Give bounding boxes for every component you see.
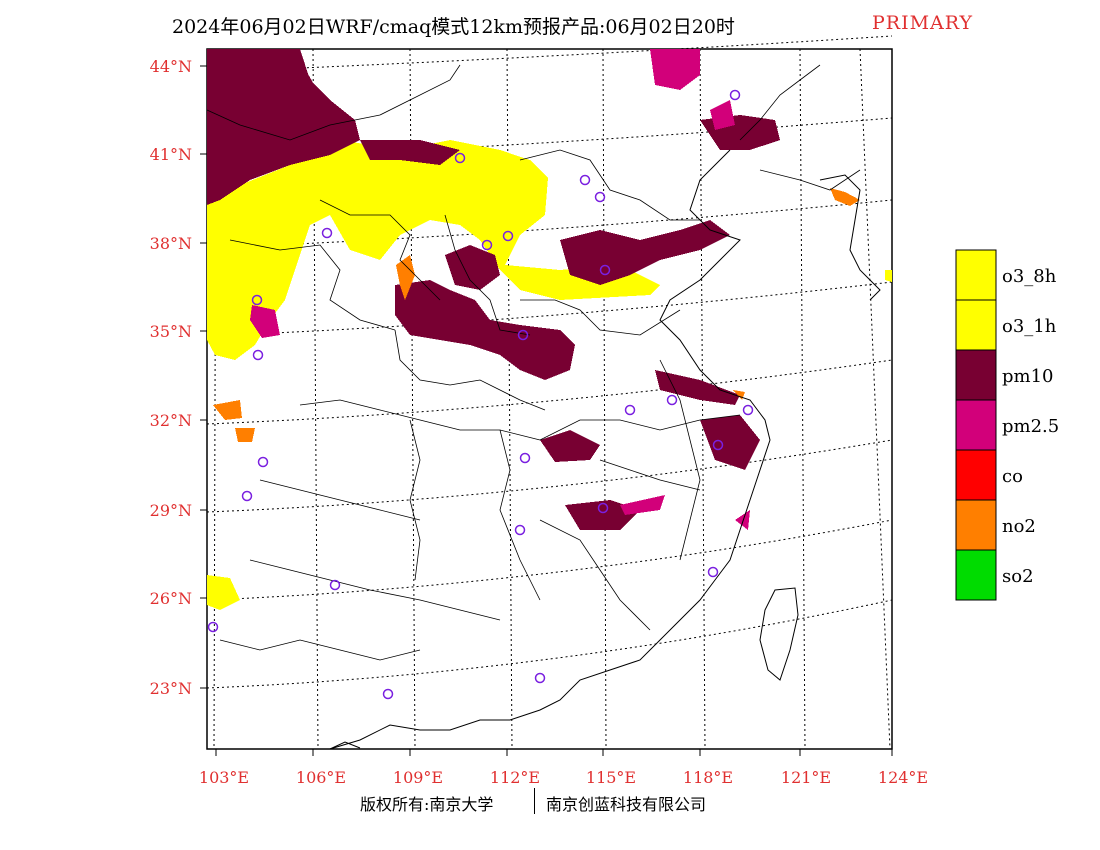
lon-label: 115°E bbox=[586, 768, 636, 787]
station-marker bbox=[594, 191, 606, 203]
station-marker bbox=[241, 490, 253, 502]
map-product-tag: PRIMARY bbox=[872, 12, 974, 34]
pm10-shandong bbox=[655, 370, 740, 405]
map-title: 2024年06月02日WRF/cmaq模式12km预报产品:06月02日20时 bbox=[172, 16, 735, 38]
lat-label: 38°N bbox=[150, 234, 192, 253]
station-marker bbox=[579, 174, 591, 186]
legend-label-o3-1h: o3_1h bbox=[1002, 316, 1057, 337]
legend-swatch-pm10 bbox=[955, 349, 997, 401]
station-marker bbox=[666, 394, 678, 406]
longitude-labels: 103°E 106°E 109°E 112°E 115°E 118°E 121°… bbox=[199, 768, 928, 787]
pm10-hebei bbox=[560, 220, 730, 285]
legend-label-co: co bbox=[1002, 466, 1023, 487]
coastline bbox=[329, 149, 881, 750]
legend-swatch-pm25 bbox=[955, 399, 997, 451]
station-marker bbox=[252, 349, 264, 361]
legend-label-no2: no2 bbox=[1002, 516, 1036, 537]
pm25-bohai bbox=[710, 100, 735, 130]
station-marker bbox=[257, 456, 269, 468]
no2-ningxia bbox=[396, 255, 415, 300]
o3-field-south bbox=[207, 575, 240, 610]
legend-swatch-o3-8h bbox=[955, 249, 997, 301]
pollution-fields bbox=[207, 49, 892, 610]
lat-label: 44°N bbox=[150, 57, 192, 76]
pm10-north bbox=[260, 60, 320, 100]
station-marker bbox=[382, 688, 394, 700]
taiwan-outline bbox=[759, 587, 799, 681]
lon-label: 103°E bbox=[199, 768, 249, 787]
pm10-hubei bbox=[540, 430, 600, 462]
legend-swatch-so2 bbox=[955, 549, 997, 601]
station-marker bbox=[502, 230, 514, 242]
legend-swatch-no2 bbox=[955, 499, 997, 551]
station-marker bbox=[534, 672, 546, 684]
station-marker bbox=[517, 329, 529, 341]
pm25-sichuan bbox=[250, 305, 280, 338]
footer-divider bbox=[534, 788, 535, 814]
lon-label: 112°E bbox=[490, 768, 540, 787]
station-marker bbox=[481, 239, 493, 251]
lon-label: 106°E bbox=[296, 768, 346, 787]
pm25-jiangxi bbox=[620, 495, 665, 515]
lon-label: 124°E bbox=[878, 768, 928, 787]
legend-label-so2: so2 bbox=[1002, 566, 1034, 587]
pm25-shanghai bbox=[735, 510, 750, 530]
pm25-northeast bbox=[650, 49, 700, 90]
latitude-labels: 44°N 41°N 38°N 35°N 32°N 29°N 26°N 23°N bbox=[150, 57, 192, 698]
station-marker bbox=[712, 439, 724, 451]
legend-swatch-co bbox=[955, 449, 997, 501]
lat-label: 32°N bbox=[150, 411, 192, 430]
o3-field-east bbox=[885, 270, 892, 282]
station-marker bbox=[597, 502, 609, 514]
pm10-shanxi bbox=[395, 280, 575, 380]
lon-label: 109°E bbox=[393, 768, 443, 787]
lon-label: 118°E bbox=[683, 768, 733, 787]
legend-label-pm25: pm2.5 bbox=[1002, 416, 1059, 437]
legend-label-pm10: pm10 bbox=[1002, 366, 1054, 387]
footer-company: 南京创蓝科技有限公司 bbox=[546, 795, 707, 814]
station-marker bbox=[514, 524, 526, 536]
station-marker bbox=[624, 404, 636, 416]
lat-label: 29°N bbox=[150, 501, 192, 520]
no2-chongqing bbox=[235, 428, 255, 442]
station-marker bbox=[519, 452, 531, 464]
korea-outline bbox=[819, 174, 881, 301]
legend-swatch-o3-1h bbox=[955, 299, 997, 351]
station-markers bbox=[207, 89, 754, 700]
legend: o3_8h o3_1h pm10 pm2.5 co no2 so2 bbox=[955, 249, 1059, 601]
station-marker bbox=[454, 152, 466, 164]
pm10-neimeng bbox=[360, 140, 460, 165]
axis-ticks bbox=[200, 65, 893, 756]
hainan-outline bbox=[329, 741, 361, 750]
station-marker bbox=[599, 264, 611, 276]
station-marker bbox=[321, 227, 333, 239]
no2-korea bbox=[830, 188, 860, 206]
legend-label-o3-8h: o3_8h bbox=[1002, 266, 1057, 287]
pm10-northwest bbox=[207, 49, 360, 205]
lat-label: 41°N bbox=[150, 145, 192, 164]
station-marker bbox=[207, 621, 219, 633]
o3-field bbox=[207, 140, 660, 360]
pm10-loess bbox=[445, 245, 500, 290]
footer-copyright: 版权所有:南京大学 bbox=[360, 795, 494, 814]
station-marker bbox=[251, 294, 263, 306]
lat-label: 35°N bbox=[150, 322, 192, 341]
lon-label: 121°E bbox=[781, 768, 831, 787]
station-marker bbox=[729, 89, 741, 101]
lat-label: 26°N bbox=[150, 589, 192, 608]
pm10-zhejiang bbox=[700, 415, 760, 470]
province-boundaries bbox=[206, 64, 861, 661]
station-marker bbox=[742, 404, 754, 416]
station-marker bbox=[707, 566, 719, 578]
station-marker bbox=[329, 579, 341, 591]
lat-label: 23°N bbox=[150, 679, 192, 698]
no2-chengdu bbox=[213, 400, 242, 420]
